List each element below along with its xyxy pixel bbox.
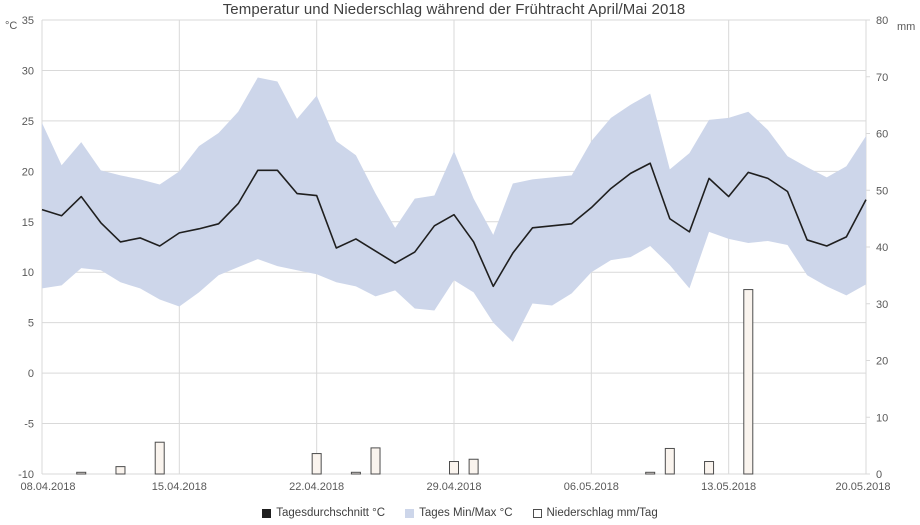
avg-line-swatch-icon xyxy=(262,508,272,518)
x-axis-labels: 08.04.2018 15.04.2018 22.04.2018 29.04.2018… xyxy=(20,481,890,493)
right-axis-tick-label: 10 xyxy=(876,412,888,424)
avg-temperature-line xyxy=(41,162,867,288)
left-axis-tick-label: 25 xyxy=(22,116,34,128)
precip-bar xyxy=(370,447,381,475)
precip-bar xyxy=(645,471,656,475)
precip-bar xyxy=(115,466,126,475)
precip-bar xyxy=(76,471,87,475)
minmax-band-polygon xyxy=(42,77,866,342)
legend-item-avg: Tagesdurchschnitt °C xyxy=(262,507,385,519)
right-axis-tick-label: 0 xyxy=(876,469,882,481)
right-axis-tick-label: 30 xyxy=(876,299,888,311)
precip-bar xyxy=(350,471,361,475)
precip-bar-swatch-icon xyxy=(532,508,542,518)
legend-label-precip: Niederschlag mm/Tag xyxy=(546,507,658,519)
left-axis-tick-label: -10 xyxy=(18,469,34,481)
precip-bar xyxy=(664,447,675,475)
legend-label-minmax: Tages Min/Max °C xyxy=(419,507,513,519)
left-axis-tick-label: 10 xyxy=(22,267,34,279)
precip-bar xyxy=(743,289,754,475)
left-axis-tick-label: 0 xyxy=(28,368,34,380)
legend: Tagesdurchschnitt °C Tages Min/Max °C Ni… xyxy=(0,507,920,519)
right-axis-tick-label: 60 xyxy=(876,129,888,141)
minmax-band xyxy=(42,77,866,342)
chart-title: Temperatur und Niederschlag während der … xyxy=(222,1,686,18)
precip-bar xyxy=(154,441,165,475)
x-axis-date-label: 20.05.2018 xyxy=(835,481,890,493)
right-axis-tick-label: 70 xyxy=(876,72,888,84)
right-axis-tick-label: 20 xyxy=(876,356,888,368)
x-axis-date-label: 08.04.2018 xyxy=(20,481,75,493)
left-axis-tick-label: 20 xyxy=(22,166,34,178)
right-axis-tick-labels: 80 70 60 50 40 30 20 10 0 xyxy=(876,15,888,481)
left-axis-tick-label: -5 xyxy=(24,419,34,431)
left-axis-tick-label: 30 xyxy=(22,65,34,77)
legend-item-minmax: Tages Min/Max °C xyxy=(405,507,513,519)
x-axis-date-label: 06.05.2018 xyxy=(564,481,619,493)
right-axis-unit: mm xyxy=(897,21,915,33)
x-axis-date-label: 15.04.2018 xyxy=(152,481,207,493)
precip-bar xyxy=(704,461,715,475)
precip-bar xyxy=(311,453,322,475)
legend-label-avg: Tagesdurchschnitt °C xyxy=(276,507,386,519)
right-axis-tick-label: 40 xyxy=(876,242,888,254)
right-axis-tick-label: 50 xyxy=(876,185,888,197)
right-axis-tick-label: 80 xyxy=(876,15,888,27)
precip-bar xyxy=(449,461,459,475)
minmax-band-swatch-icon xyxy=(405,508,415,518)
x-axis-date-label: 22.04.2018 xyxy=(289,481,344,493)
left-axis-unit: °C xyxy=(5,20,17,32)
avg-temperature-polyline xyxy=(41,162,867,288)
precipitation-bars xyxy=(76,289,754,475)
x-axis-date-label: 13.05.2018 xyxy=(701,481,756,493)
precip-bar xyxy=(468,458,479,475)
left-axis-tick-labels: 35 30 25 20 15 10 5 0 -5 -10 xyxy=(18,15,34,481)
legend-item-precip: Niederschlag mm/Tag xyxy=(532,507,658,519)
x-axis-date-label: 29.04.2018 xyxy=(426,481,481,493)
left-axis-tick-label: 15 xyxy=(22,217,34,229)
left-axis-tick-label: 35 xyxy=(22,15,34,27)
left-axis-tick-label: 5 xyxy=(28,318,34,330)
